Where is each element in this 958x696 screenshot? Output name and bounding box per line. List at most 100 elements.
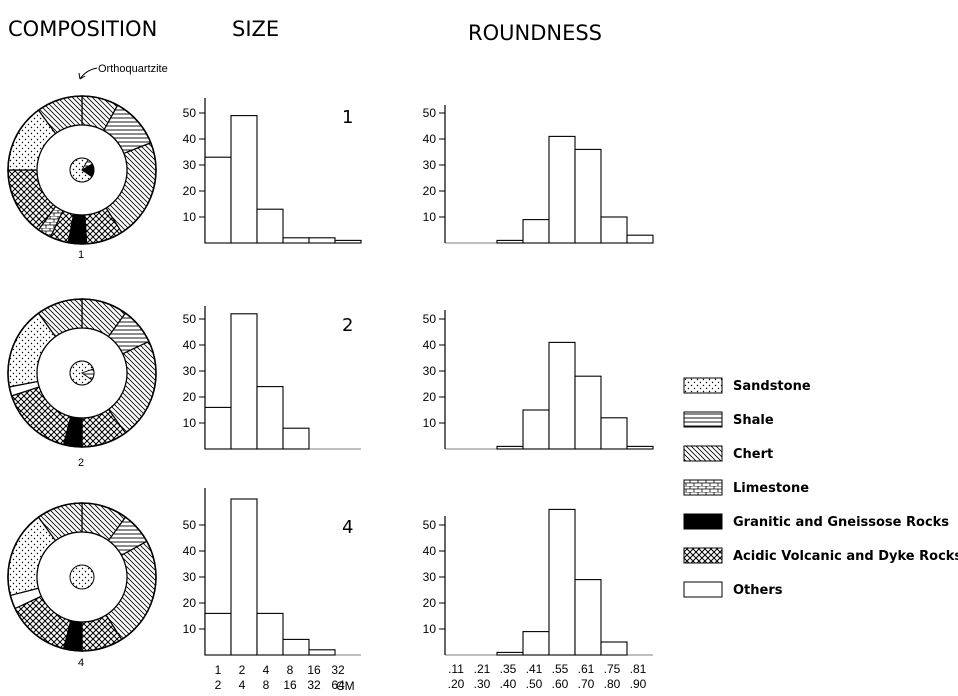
annotation-arrowhead xyxy=(78,72,86,80)
size-tick-top-0: 1 xyxy=(215,663,222,677)
legend-swatch-sandstone xyxy=(683,377,723,394)
size-tick-bottom-0: 2 xyxy=(215,678,222,692)
roundness-2-bar-6 xyxy=(600,417,628,450)
composition-pie-4: 4 xyxy=(7,502,157,669)
pie-2-outline xyxy=(7,298,157,448)
roundness-1-bar-3 xyxy=(522,219,550,244)
roundness-4-ytick-label-10: 10 xyxy=(423,622,437,636)
legend-label-volcanic: Acidic Volcanic and Dyke Rocks xyxy=(733,549,958,564)
legend-swatch-chert xyxy=(683,445,723,462)
roundness-histogram-1: 10 20 30 40 50 xyxy=(423,105,654,244)
legend-swatch-limestone xyxy=(683,479,723,496)
composition-pie-1: 1 xyxy=(7,95,157,261)
roundness-4-bar-2 xyxy=(496,651,524,656)
size-2-ytick-label-50: 50 xyxy=(183,312,197,326)
composition-header: COMPOSITION xyxy=(8,17,157,41)
legend-swatch-volcanic xyxy=(683,547,723,564)
size-4-ytick-label-50: 50 xyxy=(183,518,197,532)
pie-4-label: 4 xyxy=(78,657,84,669)
roundness-tick-bottom-6: .80 xyxy=(604,677,621,691)
size-2-bar-0 xyxy=(204,406,232,450)
roundness-header: ROUNDNESS xyxy=(468,21,602,45)
size-4-bar-1 xyxy=(230,498,258,656)
size-4-ytick-label-20: 20 xyxy=(183,596,197,610)
roundness-1-ytick-label-10: 10 xyxy=(423,210,437,224)
legend-label-shale: Shale xyxy=(733,413,774,428)
legend-label-limestone: Limestone xyxy=(733,481,809,496)
size-4-ytick-label-40: 40 xyxy=(183,544,197,558)
roundness-tick-bottom-3: .50 xyxy=(526,677,543,691)
size-1-ytick-label-30: 30 xyxy=(183,158,197,172)
size-tick-top-5: 32 xyxy=(331,663,345,677)
roundness-tick-top-6: .75 xyxy=(604,662,621,676)
size-tick-bottom-5: 64 xyxy=(331,678,345,692)
pie-1-inner-outline xyxy=(69,157,95,183)
composition-pie-2: 2 xyxy=(7,298,157,469)
size-header: SIZE xyxy=(232,17,279,41)
roundness-tick-bottom-2: .40 xyxy=(500,677,517,691)
roundness-4-ytick-label-20: 20 xyxy=(423,596,437,610)
legend-label-sandstone: Sandstone xyxy=(733,379,811,394)
size-4-bar-2 xyxy=(256,612,284,656)
size-histogram-2: 10 20 30 40 50 2 xyxy=(183,306,361,450)
size-tick-bottom-3: 16 xyxy=(283,678,297,692)
pie-4-outline xyxy=(7,502,157,652)
roundness-1-ytick-label-30: 30 xyxy=(423,158,437,172)
size-4-bar-0 xyxy=(204,612,232,656)
size-2-bar-1 xyxy=(230,313,258,450)
roundness-1-bar-4 xyxy=(548,135,576,244)
roundness-4-bar-3 xyxy=(522,631,550,656)
roundness-tick-top-0: .11 xyxy=(448,662,464,676)
legend-label-others: Others xyxy=(733,583,783,598)
legend: Sandstone Shale Chert Limestone Granitic and… xyxy=(683,377,958,598)
roundness-4-ytick-label-40: 40 xyxy=(423,544,437,558)
roundness-tick-bottom-7: .90 xyxy=(630,677,647,691)
pie-1-outline xyxy=(7,95,157,245)
roundness-2-bar-3 xyxy=(522,409,550,450)
size-1-bar-0 xyxy=(204,156,232,244)
panel-number-4: 4 xyxy=(342,517,353,538)
size-histogram-4: 10 20 30 40 50 4 xyxy=(183,488,361,656)
roundness-1-bar-5 xyxy=(574,148,602,244)
roundness-2-ytick-label-50: 50 xyxy=(423,312,437,326)
size-1-bar-3 xyxy=(282,237,310,244)
roundness-tick-bottom-5: .70 xyxy=(578,677,595,691)
size-tick-top-4: 16 xyxy=(307,663,321,677)
roundness-tick-bottom-4: .60 xyxy=(552,677,569,691)
roundness-4-bar-4 xyxy=(548,508,576,656)
size-unit-label: CM xyxy=(336,679,355,693)
size-tick-top-1: 2 xyxy=(239,663,246,677)
pie-4-inner-sandstone xyxy=(69,564,95,590)
roundness-tick-top-4: .55 xyxy=(552,662,569,676)
legend-swatch-others xyxy=(683,581,723,598)
legend-label-chert: Chert xyxy=(733,447,773,462)
size-4-bar-3 xyxy=(282,638,310,656)
legend-label-granitic: Granitic and Gneissose Rocks xyxy=(733,515,949,530)
panel-number-2: 2 xyxy=(342,315,353,336)
size-tick-bottom-4: 32 xyxy=(307,678,321,692)
roundness-histogram-4: 10 20 30 40 50 xyxy=(423,508,653,656)
roundness-2-ytick-label-10: 10 xyxy=(423,416,437,430)
roundness-tick-top-5: .61 xyxy=(578,662,595,676)
size-1-bar-4 xyxy=(308,237,336,244)
size-4-ytick-label-30: 30 xyxy=(183,570,197,584)
size-1-ytick-label-10: 10 xyxy=(183,210,197,224)
roundness-4-bar-5 xyxy=(574,579,602,656)
size-2-ytick-label-10: 10 xyxy=(183,416,197,430)
charts: 1 10 20 30 40 50 1 10 20 30 40 50 2 10 20 30 40 50 2 10 20 30… xyxy=(7,95,654,669)
roundness-1-bar-2 xyxy=(496,239,524,244)
roundness-tick-top-3: .41 xyxy=(526,662,543,676)
size-2-ytick-label-40: 40 xyxy=(183,338,197,352)
roundness-2-ytick-label-40: 40 xyxy=(423,338,437,352)
legend-swatch-granitic xyxy=(683,513,723,530)
roundness-histogram-2: 10 20 30 40 50 xyxy=(423,310,654,450)
roundness-tick-top-7: .81 xyxy=(630,662,647,676)
size-2-ytick-label-30: 30 xyxy=(183,364,197,378)
size-tick-bottom-1: 4 xyxy=(239,678,246,692)
roundness-tick-top-2: .35 xyxy=(500,662,517,676)
roundness-4-ytick-label-30: 30 xyxy=(423,570,437,584)
roundness-2-ytick-label-20: 20 xyxy=(423,390,437,404)
roundness-tick-bottom-1: .30 xyxy=(474,677,491,691)
size-1-bar-2 xyxy=(256,208,284,244)
